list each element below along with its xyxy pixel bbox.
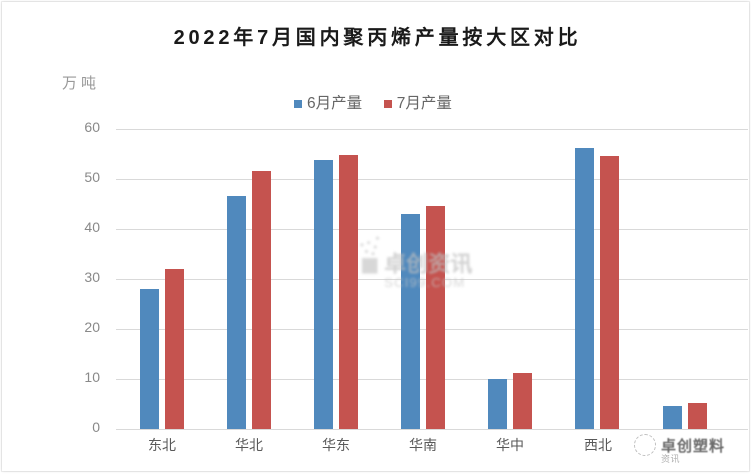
svg-text:卓创资讯: 卓创资讯 xyxy=(384,251,472,276)
svg-text:SCI99.COM: SCI99.COM xyxy=(384,275,465,289)
